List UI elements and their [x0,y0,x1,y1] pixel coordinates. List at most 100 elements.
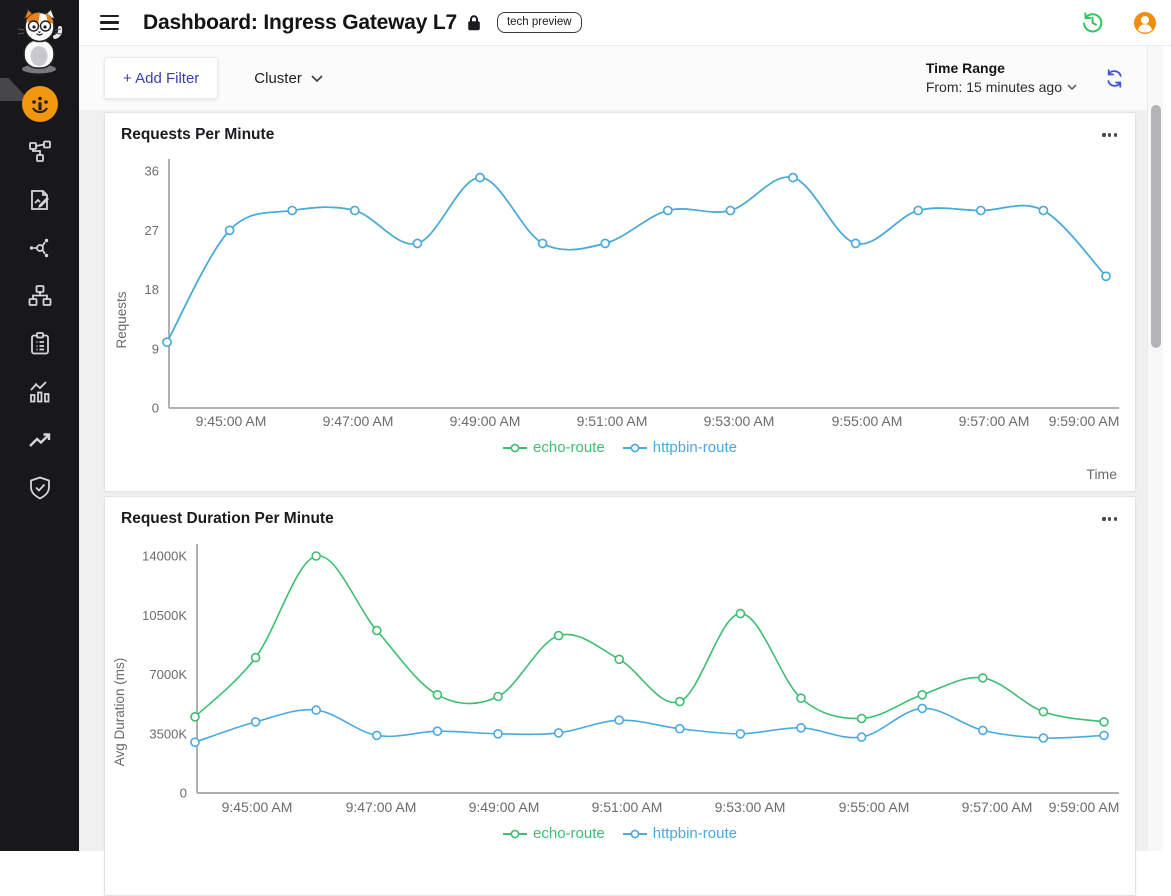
y-tick-label: 18 [145,282,159,297]
history-icon [1083,12,1103,33]
chart-options-icon[interactable] [1100,127,1119,142]
sidebar-nav [0,86,79,506]
cat-mascot-icon [17,7,63,74]
sidebar-item-zones[interactable] [22,278,58,314]
topology-icon [28,140,51,162]
data-point-marker [850,238,861,249]
legend-marker-icon [622,443,647,452]
user-avatar-button[interactable] [1133,11,1157,35]
data-point-marker [977,725,988,736]
data-point-marker [796,693,806,703]
y-tick-label: 9 [152,341,159,356]
topbar: Dashboard: Ingress Gateway L7 tech previ… [79,0,1171,46]
time-range-value: From: 15 minutes ago [925,79,1062,95]
data-point-marker [311,705,321,715]
sidebar-item-topology[interactable] [22,134,58,170]
legend-item-echo-route[interactable]: echo-route [503,439,605,456]
page-scrollbar[interactable] [1147,46,1163,851]
data-point-marker [224,225,235,236]
data-point-marker [371,730,382,741]
data-point-marker [493,691,503,702]
data-point-marker [917,690,928,700]
y-axis-title: Requests [114,291,129,348]
data-point-marker [432,690,443,700]
x-tick-label: 9:47:00 AM [323,413,394,429]
policies-icon [30,190,49,210]
data-point-marker [662,205,673,216]
time-range: Time Range From: 15 minutes ago [926,59,1077,97]
page-title: Dashboard: Ingress Gateway L7 [143,10,457,34]
chart-legend: echo-route httpbin-route [105,439,1135,456]
data-point-marker [1038,706,1049,717]
inventory-icon [30,332,49,355]
requests-per-minute-chart[interactable]: 0 9 18 27 36 9:45:00 AM 9:47:00 AM 9:49:00 AM 9:… [105,113,1135,491]
series-line-httpbin-route [194,707,1105,743]
sidebar-item-inventory[interactable] [22,326,58,362]
refresh-button[interactable] [1104,68,1125,89]
sidebar-item-trends[interactable] [22,422,58,458]
y-tick-label: 36 [145,164,159,179]
data-point-marker [1101,271,1111,282]
zones-icon [28,285,51,306]
data-point-marker [475,172,485,183]
data-point-marker [412,238,423,249]
data-point-marker [371,625,382,636]
data-point-marker [662,205,673,216]
legend-item-httpbin-route[interactable]: httpbin-route [622,439,737,456]
data-point-marker [856,713,867,724]
history-button[interactable] [1081,11,1104,34]
sidebar-item-policies[interactable] [22,182,58,218]
cluster-dropdown[interactable]: Cluster [248,69,329,88]
sidebar-item-services[interactable] [22,230,58,266]
x-tick-label: 9:45:00 AM [196,413,267,429]
data-point-marker [493,729,503,739]
gauge-icon [31,96,48,114]
cat-mascot-logo[interactable] [11,7,68,75]
chart-title: Requests Per Minute [121,126,275,143]
legend-item-httpbin-route[interactable]: httpbin-route [622,825,737,842]
chevron-down-icon [311,74,323,82]
menu-toggle-button[interactable] [98,11,121,34]
x-tick-label: 9:57:00 AM [962,799,1033,815]
data-point-marker [475,172,485,183]
data-point-marker [977,673,988,683]
lock-icon [467,14,481,31]
time-range-value-dropdown[interactable]: From: 15 minutes ago [926,78,1077,97]
series-line-echo-route [194,555,1105,723]
data-point-marker [350,205,360,216]
data-point-marker [913,205,924,216]
legend-item-echo-route[interactable]: echo-route [503,825,605,842]
data-point-marker [1101,271,1111,282]
data-point-marker [190,737,200,747]
data-point-marker [537,238,548,249]
x-tick-label: 9:55:00 AM [832,413,903,429]
data-point-marker [674,723,685,734]
x-tick-label: 9:51:00 AM [592,799,663,815]
sidebar-item-analytics[interactable] [22,374,58,410]
data-point-marker [1099,730,1109,741]
data-point-marker [250,717,261,727]
data-point-marker [190,712,200,722]
data-point-marker [735,608,746,619]
series-line-echo-route [166,176,1107,343]
data-point-marker [224,225,235,236]
data-point-marker [614,715,625,725]
data-point-marker [975,205,986,216]
data-point-marker [250,652,261,663]
sidebar-item-security[interactable] [22,470,58,506]
x-tick-label: 9:59:00 AM [1049,799,1120,815]
data-point-marker [287,205,297,216]
chart-options-icon[interactable] [1100,511,1119,526]
data-point-marker [674,696,685,707]
scrollbar-thumb[interactable] [1151,105,1161,348]
filter-bar: + Add Filter Cluster Time Range From: 15… [79,46,1147,110]
y-tick-label: 3500K [149,726,187,741]
y-tick-label: 0 [152,401,159,416]
add-filter-button[interactable]: + Add Filter [104,57,219,99]
sidebar-item-dashboards[interactable] [21,86,58,122]
data-point-marker [162,337,172,347]
analytics-icon [29,381,49,403]
y-tick-label: 14000K [142,549,187,564]
security-icon [29,476,50,500]
legend-marker-icon [503,829,528,838]
